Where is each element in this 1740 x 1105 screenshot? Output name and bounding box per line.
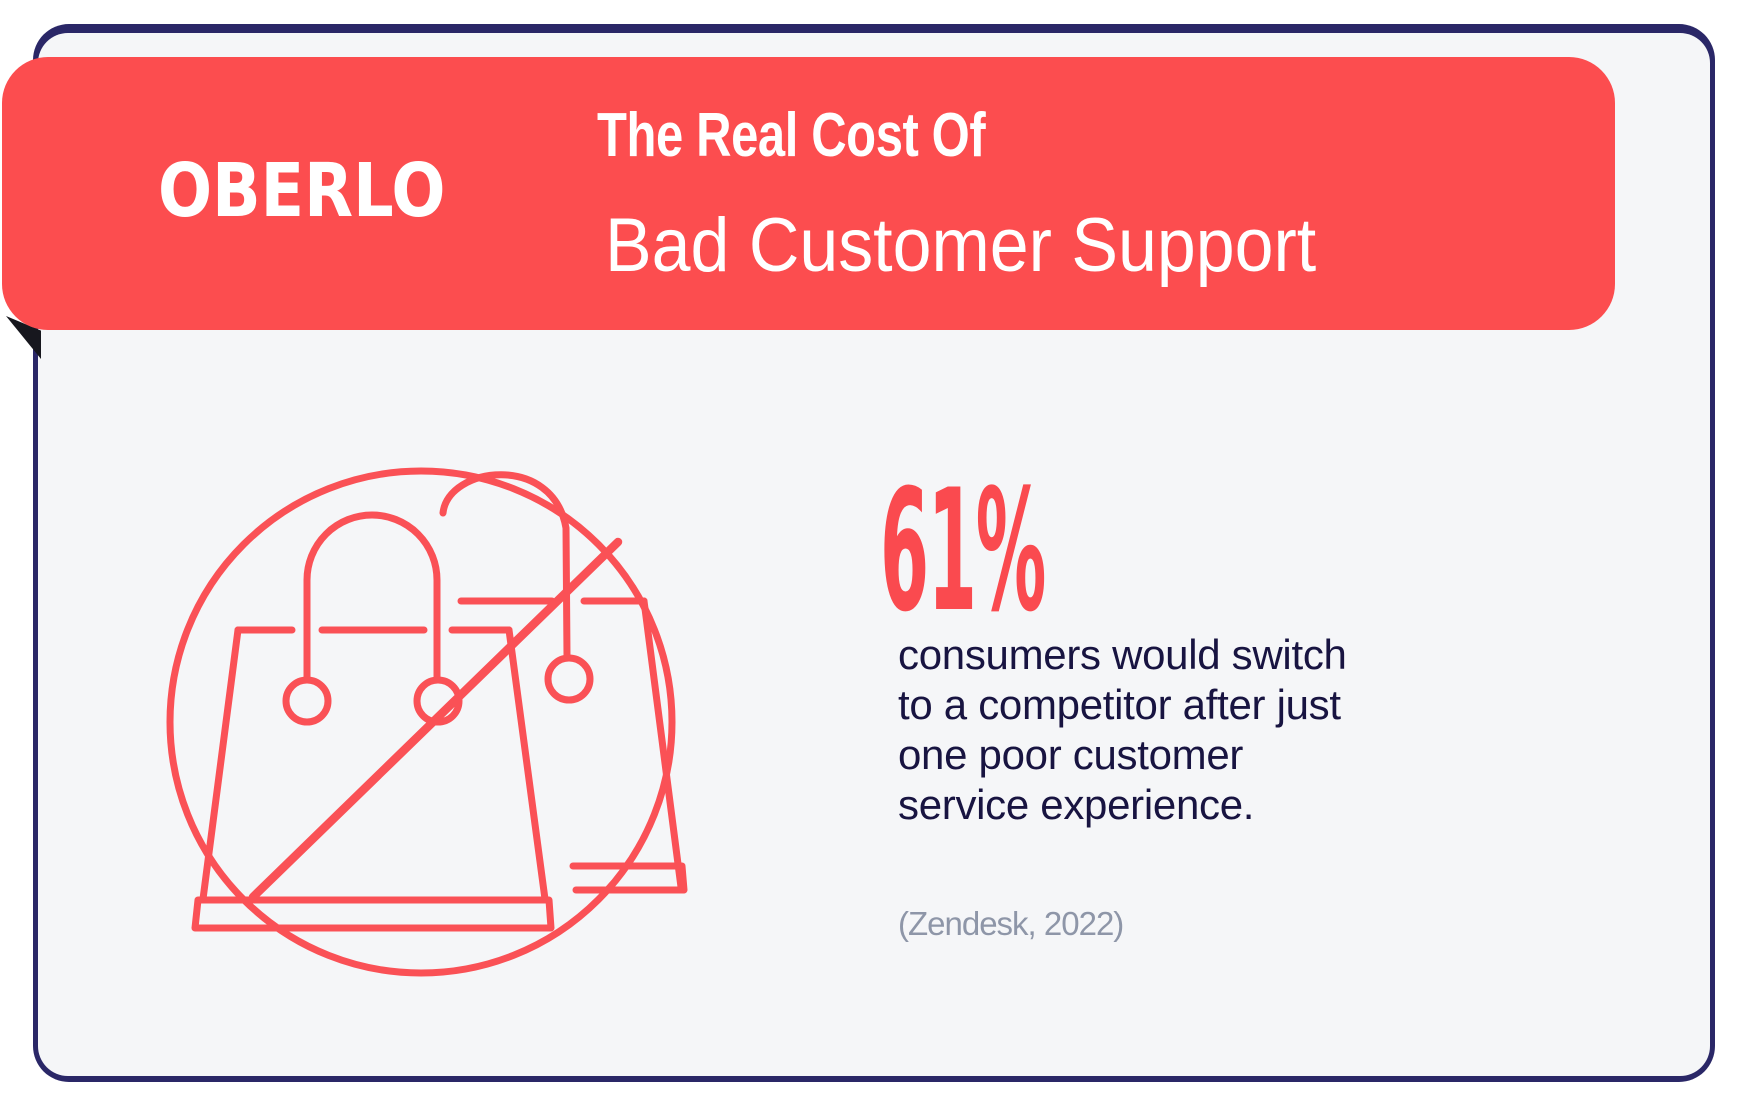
front-bag-right-side [505,626,549,903]
prohibition-slash [248,537,623,902]
back-bag-right-side [640,597,685,891]
stat-description: consumers would switch to a competitor a… [898,631,1347,828]
stat-source-citation: (Zendesk, 2022) [898,905,1124,942]
stat-value: 61% [880,453,1046,649]
front-bag-left-tag-circle [282,676,332,726]
prohibition-circle [166,467,676,977]
oberlo-logo: OBERLO [158,148,446,234]
page-title-line-2: Bad Customer Support [605,203,1317,288]
back-bag-tag-circle [544,654,594,704]
back-bag-base-band [569,862,688,894]
front-bag-base-band [191,896,555,932]
page-title-line-1: The Real Cost Of [597,101,986,170]
front-bag-handle [303,511,441,683]
prohibited-shopping-bags-icon [166,467,688,977]
front-bag-left-side [199,626,242,903]
header-banner: OBERLO The Real Cost Of Bad Customer Sup… [2,57,1615,330]
back-bag-handle [439,471,571,660]
